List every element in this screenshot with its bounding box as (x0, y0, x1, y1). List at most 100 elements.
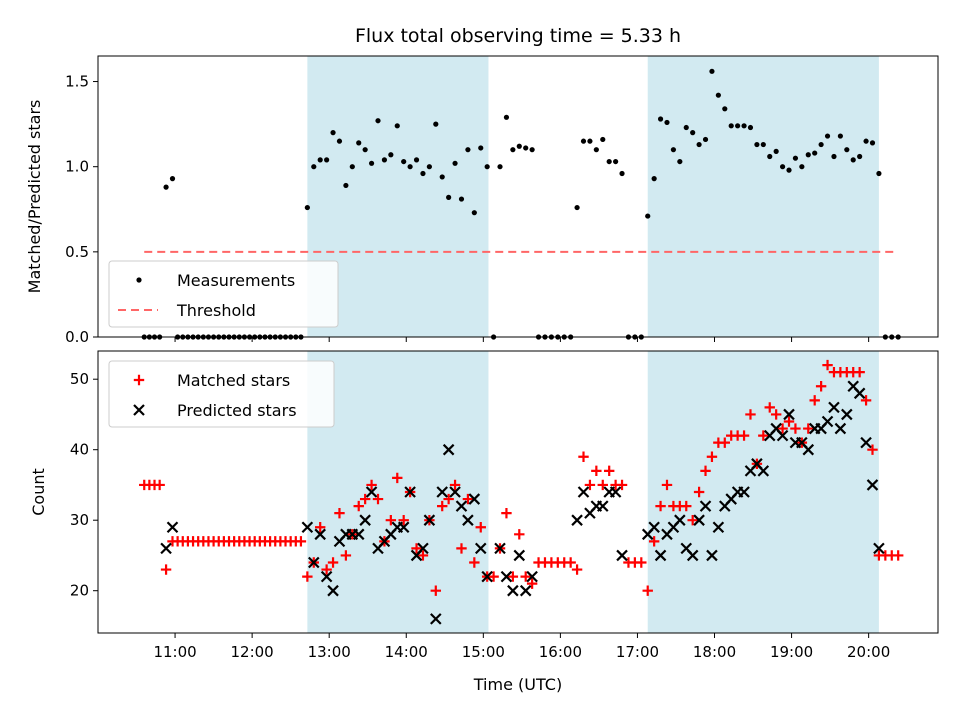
data-point (719, 437, 730, 448)
data-point (597, 479, 608, 491)
x-tick-label: 17:00 (616, 643, 659, 661)
observing-interval-1 (647, 351, 879, 633)
data-point (706, 451, 718, 462)
legend-handle (136, 277, 142, 283)
data-point (510, 147, 516, 153)
data-point (449, 486, 461, 498)
data-point (359, 493, 371, 505)
data-point (642, 585, 653, 596)
data-point (764, 402, 775, 413)
data-point (397, 521, 410, 534)
data-point (841, 408, 853, 421)
data-point (398, 515, 409, 526)
data-point (169, 176, 176, 182)
data-point (850, 157, 856, 163)
data-point (381, 157, 388, 163)
y-tick-label: 0.0 (65, 328, 89, 346)
data-point (478, 145, 484, 151)
data-point (343, 182, 349, 189)
data-point (353, 500, 364, 512)
y-tick-label: 1.5 (65, 73, 89, 91)
data-point (571, 564, 583, 575)
data-point (792, 155, 799, 161)
data-point (311, 164, 317, 170)
data-point (449, 479, 461, 491)
data-point (591, 465, 602, 477)
legend-label: Predicted stars (177, 401, 297, 420)
data-point (456, 543, 467, 554)
data-point (741, 123, 747, 129)
legend-label: Threshold (176, 301, 256, 320)
data-point (738, 430, 750, 441)
data-point (578, 451, 589, 462)
data-point (317, 157, 323, 163)
x-tick-label: 18:00 (693, 643, 736, 661)
chart-title: Flux total observing time = 5.33 h (355, 25, 681, 47)
data-point (160, 564, 172, 575)
data-point (442, 443, 455, 456)
data-point (702, 136, 709, 143)
data-point (501, 507, 512, 519)
data-point (831, 153, 837, 160)
data-point (873, 542, 885, 555)
data-point (758, 430, 769, 441)
data-point (426, 164, 432, 170)
data-point (471, 210, 477, 216)
data-point (474, 542, 487, 555)
data-point (526, 570, 538, 583)
data-point (423, 514, 436, 526)
data-point (693, 514, 705, 526)
data-point (349, 164, 355, 170)
data-point (417, 550, 429, 561)
data-point (488, 571, 499, 582)
data-point (853, 387, 866, 400)
bottom-legend: Matched stars Predicted stars (108, 360, 335, 428)
data-point (458, 196, 465, 202)
data-point (857, 153, 863, 160)
data-point (359, 514, 371, 526)
data-point (503, 114, 510, 120)
top-panel-frame (97, 55, 939, 338)
data-point (860, 436, 872, 449)
data-point (584, 479, 596, 491)
data-point (613, 158, 619, 165)
data-point (166, 521, 179, 534)
y-tick-label: 1.0 (65, 158, 89, 176)
data-point (854, 366, 865, 378)
observing-interval-1 (647, 56, 879, 337)
data-point (596, 500, 609, 512)
data-point (824, 133, 831, 139)
data-point (648, 521, 660, 534)
top-legend: Measurements Threshold (108, 260, 339, 328)
data-point (372, 493, 384, 505)
data-point (754, 141, 760, 148)
legend-handle (133, 404, 145, 416)
x-axis-label: Time (UTC) (473, 675, 562, 694)
x-tick-label: 16:00 (539, 643, 582, 661)
data-point (706, 549, 718, 562)
data-point (446, 194, 452, 200)
data-point (728, 123, 734, 129)
data-point (651, 176, 657, 182)
data-point (822, 359, 833, 371)
data-point (815, 381, 827, 392)
data-point (837, 133, 843, 139)
data-point (696, 141, 702, 148)
x-tick-label: 15:00 (462, 643, 505, 661)
data-point (154, 479, 165, 491)
data-point (327, 557, 339, 568)
data-point (574, 204, 580, 211)
data-point (433, 121, 439, 127)
data-point (302, 571, 313, 582)
data-point (738, 486, 750, 498)
data-point (773, 148, 779, 154)
data-point (645, 213, 651, 219)
data-point (779, 164, 786, 170)
data-point (452, 160, 458, 166)
data-point (324, 157, 330, 163)
series-predicted-stars (160, 380, 885, 625)
data-point (770, 409, 782, 420)
data-point (690, 130, 696, 136)
data-point (577, 486, 590, 498)
x-tick-label: 19:00 (770, 643, 813, 661)
